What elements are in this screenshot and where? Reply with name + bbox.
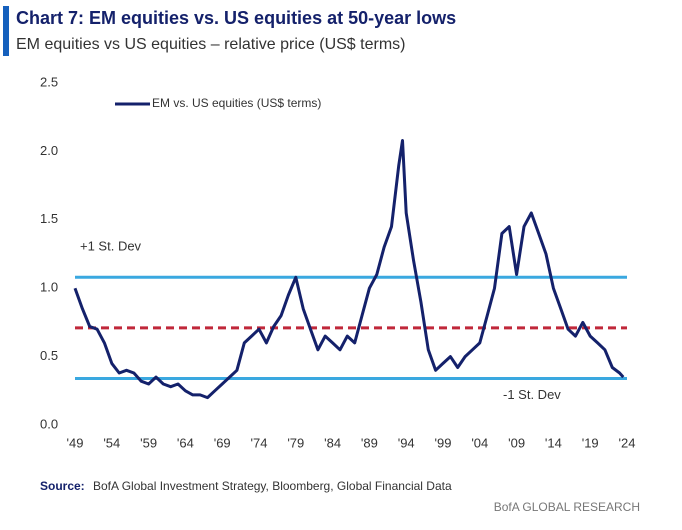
x-tick-label: '79 (287, 435, 304, 450)
x-tick-label: '74 (251, 435, 268, 450)
x-tick-label: '69 (214, 435, 231, 450)
x-tick-label: '04 (471, 435, 488, 450)
x-tick-label: '19 (582, 435, 599, 450)
y-tick-label: 1.5 (40, 211, 58, 226)
y-tick-label: 1.0 (40, 280, 58, 295)
reference-label: +1 St. Dev (80, 239, 142, 254)
y-tick-label: 2.0 (40, 143, 58, 158)
x-tick-label: '59 (140, 435, 157, 450)
x-tick-label: '49 (67, 435, 84, 450)
chart-subtitle: EM equities vs US equities – relative pr… (16, 36, 405, 53)
footer: BofA GLOBAL RESEARCH (494, 500, 640, 514)
source-label: Source: (40, 479, 85, 493)
y-tick-label: 0.0 (40, 416, 58, 431)
x-tick-label: '14 (545, 435, 562, 450)
legend-label: EM vs. US equities (US$ terms) (152, 96, 321, 110)
x-tick-label: '89 (361, 435, 378, 450)
x-tick-label: '24 (619, 435, 636, 450)
title-accent (3, 6, 9, 56)
x-tick-label: '84 (324, 435, 341, 450)
x-tick-label: '94 (398, 435, 415, 450)
series-line (73, 139, 625, 400)
x-tick-label: '99 (435, 435, 452, 450)
x-tick-label: '64 (177, 435, 194, 450)
y-tick-label: 0.5 (40, 348, 58, 363)
source: BofA Global Investment Strategy, Bloombe… (93, 479, 452, 493)
chart-title: Chart 7: EM equities vs. US equities at … (16, 8, 456, 28)
y-tick-label: 2.5 (40, 74, 58, 89)
reference-label: -1 St. Dev (503, 387, 561, 402)
x-tick-label: '09 (508, 435, 525, 450)
x-tick-label: '54 (103, 435, 120, 450)
